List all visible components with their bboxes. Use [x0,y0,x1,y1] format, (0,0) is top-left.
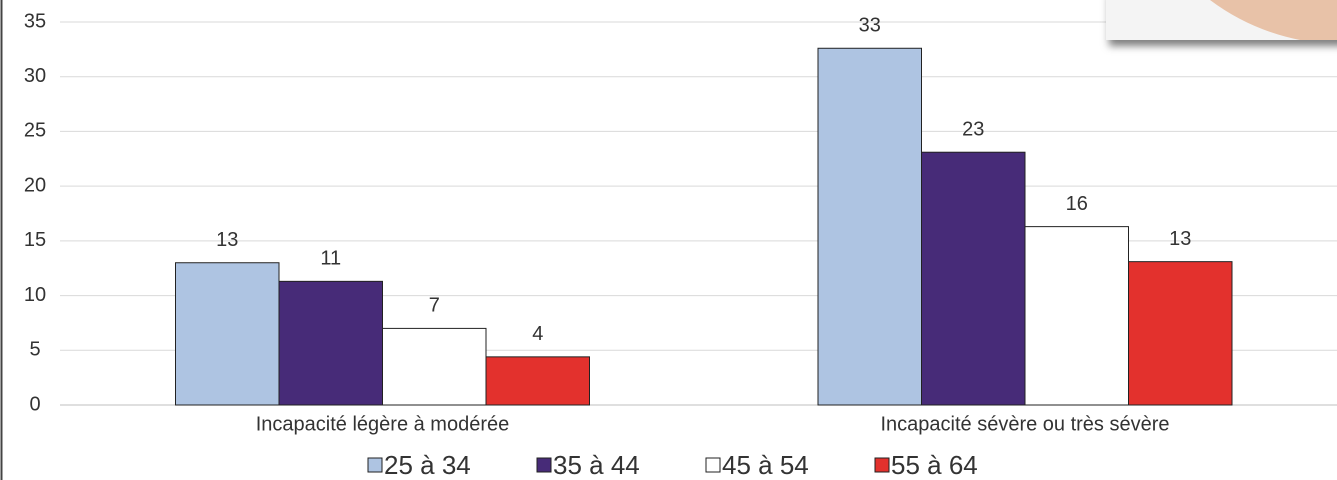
value-label: 33 [859,15,881,37]
legend-label: 55 à 64 [891,450,978,480]
y-tick-label: 35 [24,10,46,32]
y-tick-label: 0 [29,393,40,415]
bar [817,47,922,406]
value-label: 7 [429,295,440,317]
legend-swatch [874,457,890,473]
legend-swatch [705,457,721,473]
y-tick-label: 10 [24,284,46,306]
bar [278,280,383,406]
value-label: 13 [216,229,238,251]
value-label: 13 [1169,228,1191,250]
value-label: 11 [320,248,341,270]
y-tick-label: 5 [29,339,40,361]
x-tick-label: Incapacité légère à modérée [256,413,510,435]
legend-label: 45 à 54 [722,450,809,480]
legend-swatch [536,457,552,473]
y-tick-label: 20 [24,174,46,196]
legend-label: 25 à 34 [384,450,471,480]
bar [382,327,487,406]
bar [485,356,590,406]
bar [1024,226,1129,406]
photo-hand [1210,0,1337,40]
value-label: 4 [532,323,543,345]
plot-area: 0 5 10 15 20 25 30 35 Incapacité légère à modéré… [24,10,1337,480]
legend-label: 35 à 44 [553,450,640,480]
y-tick-label: 25 [24,120,46,142]
x-tick-label: Incapacité sévère ou très sévère [880,413,1169,435]
value-label: 16 [1066,193,1088,215]
y-tick-label: 15 [24,229,46,251]
bar [1128,261,1233,406]
legend-swatch [367,457,383,473]
value-label: 23 [962,119,984,141]
y-tick-label: 30 [24,65,46,87]
bar [175,262,280,406]
bar [921,151,1026,406]
